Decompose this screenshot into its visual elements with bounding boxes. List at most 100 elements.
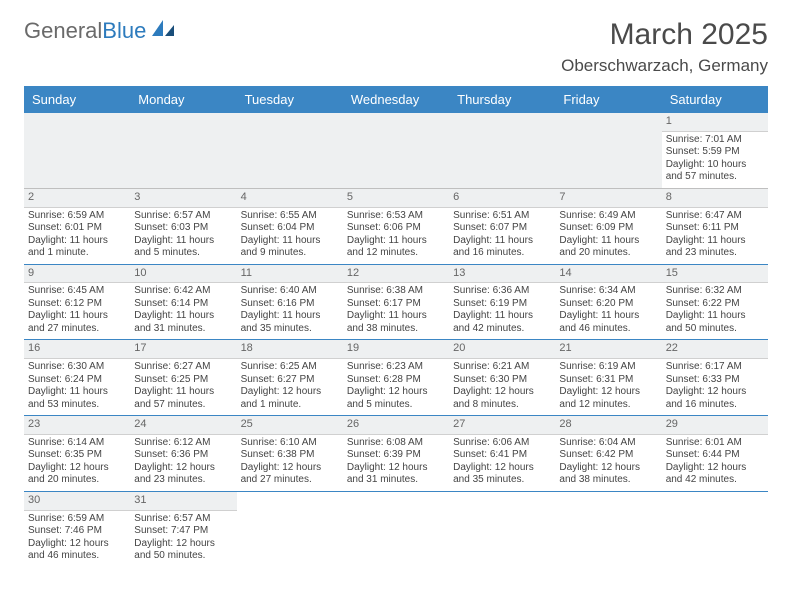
sunset-text: Sunset: 6:17 PM <box>347 298 445 311</box>
sunset-text: Sunset: 6:42 PM <box>559 449 657 462</box>
sunset-text: Sunset: 6:03 PM <box>134 222 232 235</box>
sunrise-text: Sunrise: 6:40 AM <box>241 285 339 298</box>
sunrise-text: Sunrise: 6:21 AM <box>453 361 551 374</box>
sunrise-text: Sunrise: 6:04 AM <box>559 437 657 450</box>
day-number: 1 <box>662 113 768 132</box>
header: GeneralBlue March 2025 Oberschwarzach, G… <box>24 18 768 76</box>
page-title: March 2025 <box>561 18 768 52</box>
day-details: Sunrise: 6:01 AMSunset: 6:44 PMDaylight:… <box>666 437 764 487</box>
daylight-text: Daylight: 12 hours and 50 minutes. <box>134 538 232 563</box>
day-details: Sunrise: 6:55 AMSunset: 6:04 PMDaylight:… <box>241 210 339 260</box>
calendar-day-cell: 9Sunrise: 6:45 AMSunset: 6:12 PMDaylight… <box>24 264 130 340</box>
daylight-text: Daylight: 11 hours and 27 minutes. <box>28 310 126 335</box>
daylight-text: Daylight: 12 hours and 46 minutes. <box>28 538 126 563</box>
calendar-week-row: 16Sunrise: 6:30 AMSunset: 6:24 PMDayligh… <box>24 340 768 416</box>
calendar-day-cell: 28Sunrise: 6:04 AMSunset: 6:42 PMDayligh… <box>555 416 661 492</box>
day-details: Sunrise: 6:23 AMSunset: 6:28 PMDaylight:… <box>347 361 445 411</box>
calendar-day-cell: 4 Sunrise: 6:55 AMSunset: 6:04 PMDaylight… <box>237 188 343 264</box>
day-number: 4 <box>237 189 343 208</box>
daylight-text: Daylight: 11 hours and 57 minutes. <box>134 386 232 411</box>
day-number: 17 <box>130 340 236 359</box>
daylight-text: Daylight: 11 hours and 23 minutes. <box>666 235 764 260</box>
title-block: March 2025 Oberschwarzach, Germany <box>561 18 768 76</box>
calendar-empty-cell <box>130 113 236 188</box>
sunrise-text: Sunrise: 6:10 AM <box>241 437 339 450</box>
sunrise-text: Sunrise: 6:25 AM <box>241 361 339 374</box>
calendar-day-cell: 30Sunrise: 6:59 AMSunset: 7:46 PMDayligh… <box>24 491 130 566</box>
day-details: Sunrise: 6:57 AMSunset: 7:47 PMDaylight:… <box>134 513 232 563</box>
calendar-empty-cell <box>662 491 768 566</box>
day-details: Sunrise: 6:25 AMSunset: 6:27 PMDaylight:… <box>241 361 339 411</box>
calendar-empty-cell <box>237 491 343 566</box>
sunset-text: Sunset: 5:59 PM <box>666 146 764 159</box>
calendar-day-cell: 12Sunrise: 6:38 AMSunset: 6:17 PMDayligh… <box>343 264 449 340</box>
calendar-week-row: 9Sunrise: 6:45 AMSunset: 6:12 PMDaylight… <box>24 264 768 340</box>
sunset-text: Sunset: 6:39 PM <box>347 449 445 462</box>
day-details: Sunrise: 6:47 AMSunset: 6:11 PMDaylight:… <box>666 210 764 260</box>
sunset-text: Sunset: 6:24 PM <box>28 374 126 387</box>
day-details: Sunrise: 6:30 AMSunset: 6:24 PMDaylight:… <box>28 361 126 411</box>
day-details: Sunrise: 6:45 AMSunset: 6:12 PMDaylight:… <box>28 285 126 335</box>
sunrise-text: Sunrise: 6:01 AM <box>666 437 764 450</box>
day-number: 15 <box>662 265 768 284</box>
daylight-text: Daylight: 11 hours and 9 minutes. <box>241 235 339 260</box>
calendar-empty-cell <box>343 113 449 188</box>
daylight-text: Daylight: 11 hours and 50 minutes. <box>666 310 764 335</box>
day-details: Sunrise: 7:01 AMSunset: 5:59 PMDaylight:… <box>666 134 764 184</box>
sunrise-text: Sunrise: 6:57 AM <box>134 210 232 223</box>
sunset-text: Sunset: 6:27 PM <box>241 374 339 387</box>
calendar-day-cell: 27Sunrise: 6:06 AMSunset: 6:41 PMDayligh… <box>449 416 555 492</box>
day-details: Sunrise: 6:51 AMSunset: 6:07 PMDaylight:… <box>453 210 551 260</box>
location-label: Oberschwarzach, Germany <box>561 56 768 76</box>
calendar-day-cell: 25Sunrise: 6:10 AMSunset: 6:38 PMDayligh… <box>237 416 343 492</box>
sunset-text: Sunset: 6:12 PM <box>28 298 126 311</box>
day-details: Sunrise: 6:57 AMSunset: 6:03 PMDaylight:… <box>134 210 232 260</box>
calendar-empty-cell <box>237 113 343 188</box>
day-details: Sunrise: 6:04 AMSunset: 6:42 PMDaylight:… <box>559 437 657 487</box>
day-number: 25 <box>237 416 343 435</box>
logo-text-1: General <box>24 18 102 44</box>
sunset-text: Sunset: 6:04 PM <box>241 222 339 235</box>
day-number: 9 <box>24 265 130 284</box>
daylight-text: Daylight: 11 hours and 46 minutes. <box>559 310 657 335</box>
sunset-text: Sunset: 6:28 PM <box>347 374 445 387</box>
calendar-empty-cell <box>555 113 661 188</box>
day-number: 8 <box>662 189 768 208</box>
daylight-text: Daylight: 11 hours and 42 minutes. <box>453 310 551 335</box>
sunrise-text: Sunrise: 6:34 AM <box>559 285 657 298</box>
calendar-day-cell: 3Sunrise: 6:57 AMSunset: 6:03 PMDaylight… <box>130 188 236 264</box>
calendar-week-row: 30Sunrise: 6:59 AMSunset: 7:46 PMDayligh… <box>24 491 768 566</box>
sunrise-text: Sunrise: 6:59 AM <box>28 210 126 223</box>
sunset-text: Sunset: 6:35 PM <box>28 449 126 462</box>
daylight-text: Daylight: 11 hours and 1 minute. <box>28 235 126 260</box>
weekday-header: Tuesday <box>237 86 343 113</box>
calendar-day-cell: 18Sunrise: 6:25 AMSunset: 6:27 PMDayligh… <box>237 340 343 416</box>
day-details: Sunrise: 6:59 AMSunset: 7:46 PMDaylight:… <box>28 513 126 563</box>
calendar-day-cell: 31Sunrise: 6:57 AMSunset: 7:47 PMDayligh… <box>130 491 236 566</box>
daylight-text: Daylight: 11 hours and 31 minutes. <box>134 310 232 335</box>
sunrise-text: Sunrise: 6:17 AM <box>666 361 764 374</box>
logo: GeneralBlue <box>24 18 176 44</box>
sunrise-text: Sunrise: 6:42 AM <box>134 285 232 298</box>
daylight-text: Daylight: 12 hours and 38 minutes. <box>559 462 657 487</box>
calendar-day-cell: 29 Sunrise: 6:01 AMSunset: 6:44 PMDayligh… <box>662 416 768 492</box>
calendar-day-cell: 6Sunrise: 6:51 AMSunset: 6:07 PMDaylight… <box>449 188 555 264</box>
logo-text-2: Blue <box>102 18 146 44</box>
day-details: Sunrise: 6:59 AMSunset: 6:01 PMDaylight:… <box>28 210 126 260</box>
calendar-day-cell: 17Sunrise: 6:27 AMSunset: 6:25 PMDayligh… <box>130 340 236 416</box>
sunset-text: Sunset: 6:16 PM <box>241 298 339 311</box>
sunset-text: Sunset: 6:30 PM <box>453 374 551 387</box>
day-details: Sunrise: 6:17 AMSunset: 6:33 PMDaylight:… <box>666 361 764 411</box>
calendar-day-cell: 16Sunrise: 6:30 AMSunset: 6:24 PMDayligh… <box>24 340 130 416</box>
sunset-text: Sunset: 6:41 PM <box>453 449 551 462</box>
sunrise-text: Sunrise: 6:55 AM <box>241 210 339 223</box>
weekday-header: Friday <box>555 86 661 113</box>
calendar-empty-cell <box>449 113 555 188</box>
sunrise-text: Sunrise: 6:45 AM <box>28 285 126 298</box>
day-number: 29 <box>662 416 768 435</box>
sunset-text: Sunset: 6:14 PM <box>134 298 232 311</box>
day-number: 22 <box>662 340 768 359</box>
calendar-day-cell: 22 Sunrise: 6:17 AMSunset: 6:33 PMDayligh… <box>662 340 768 416</box>
sunrise-text: Sunrise: 6:23 AM <box>347 361 445 374</box>
day-details: Sunrise: 6:38 AMSunset: 6:17 PMDaylight:… <box>347 285 445 335</box>
